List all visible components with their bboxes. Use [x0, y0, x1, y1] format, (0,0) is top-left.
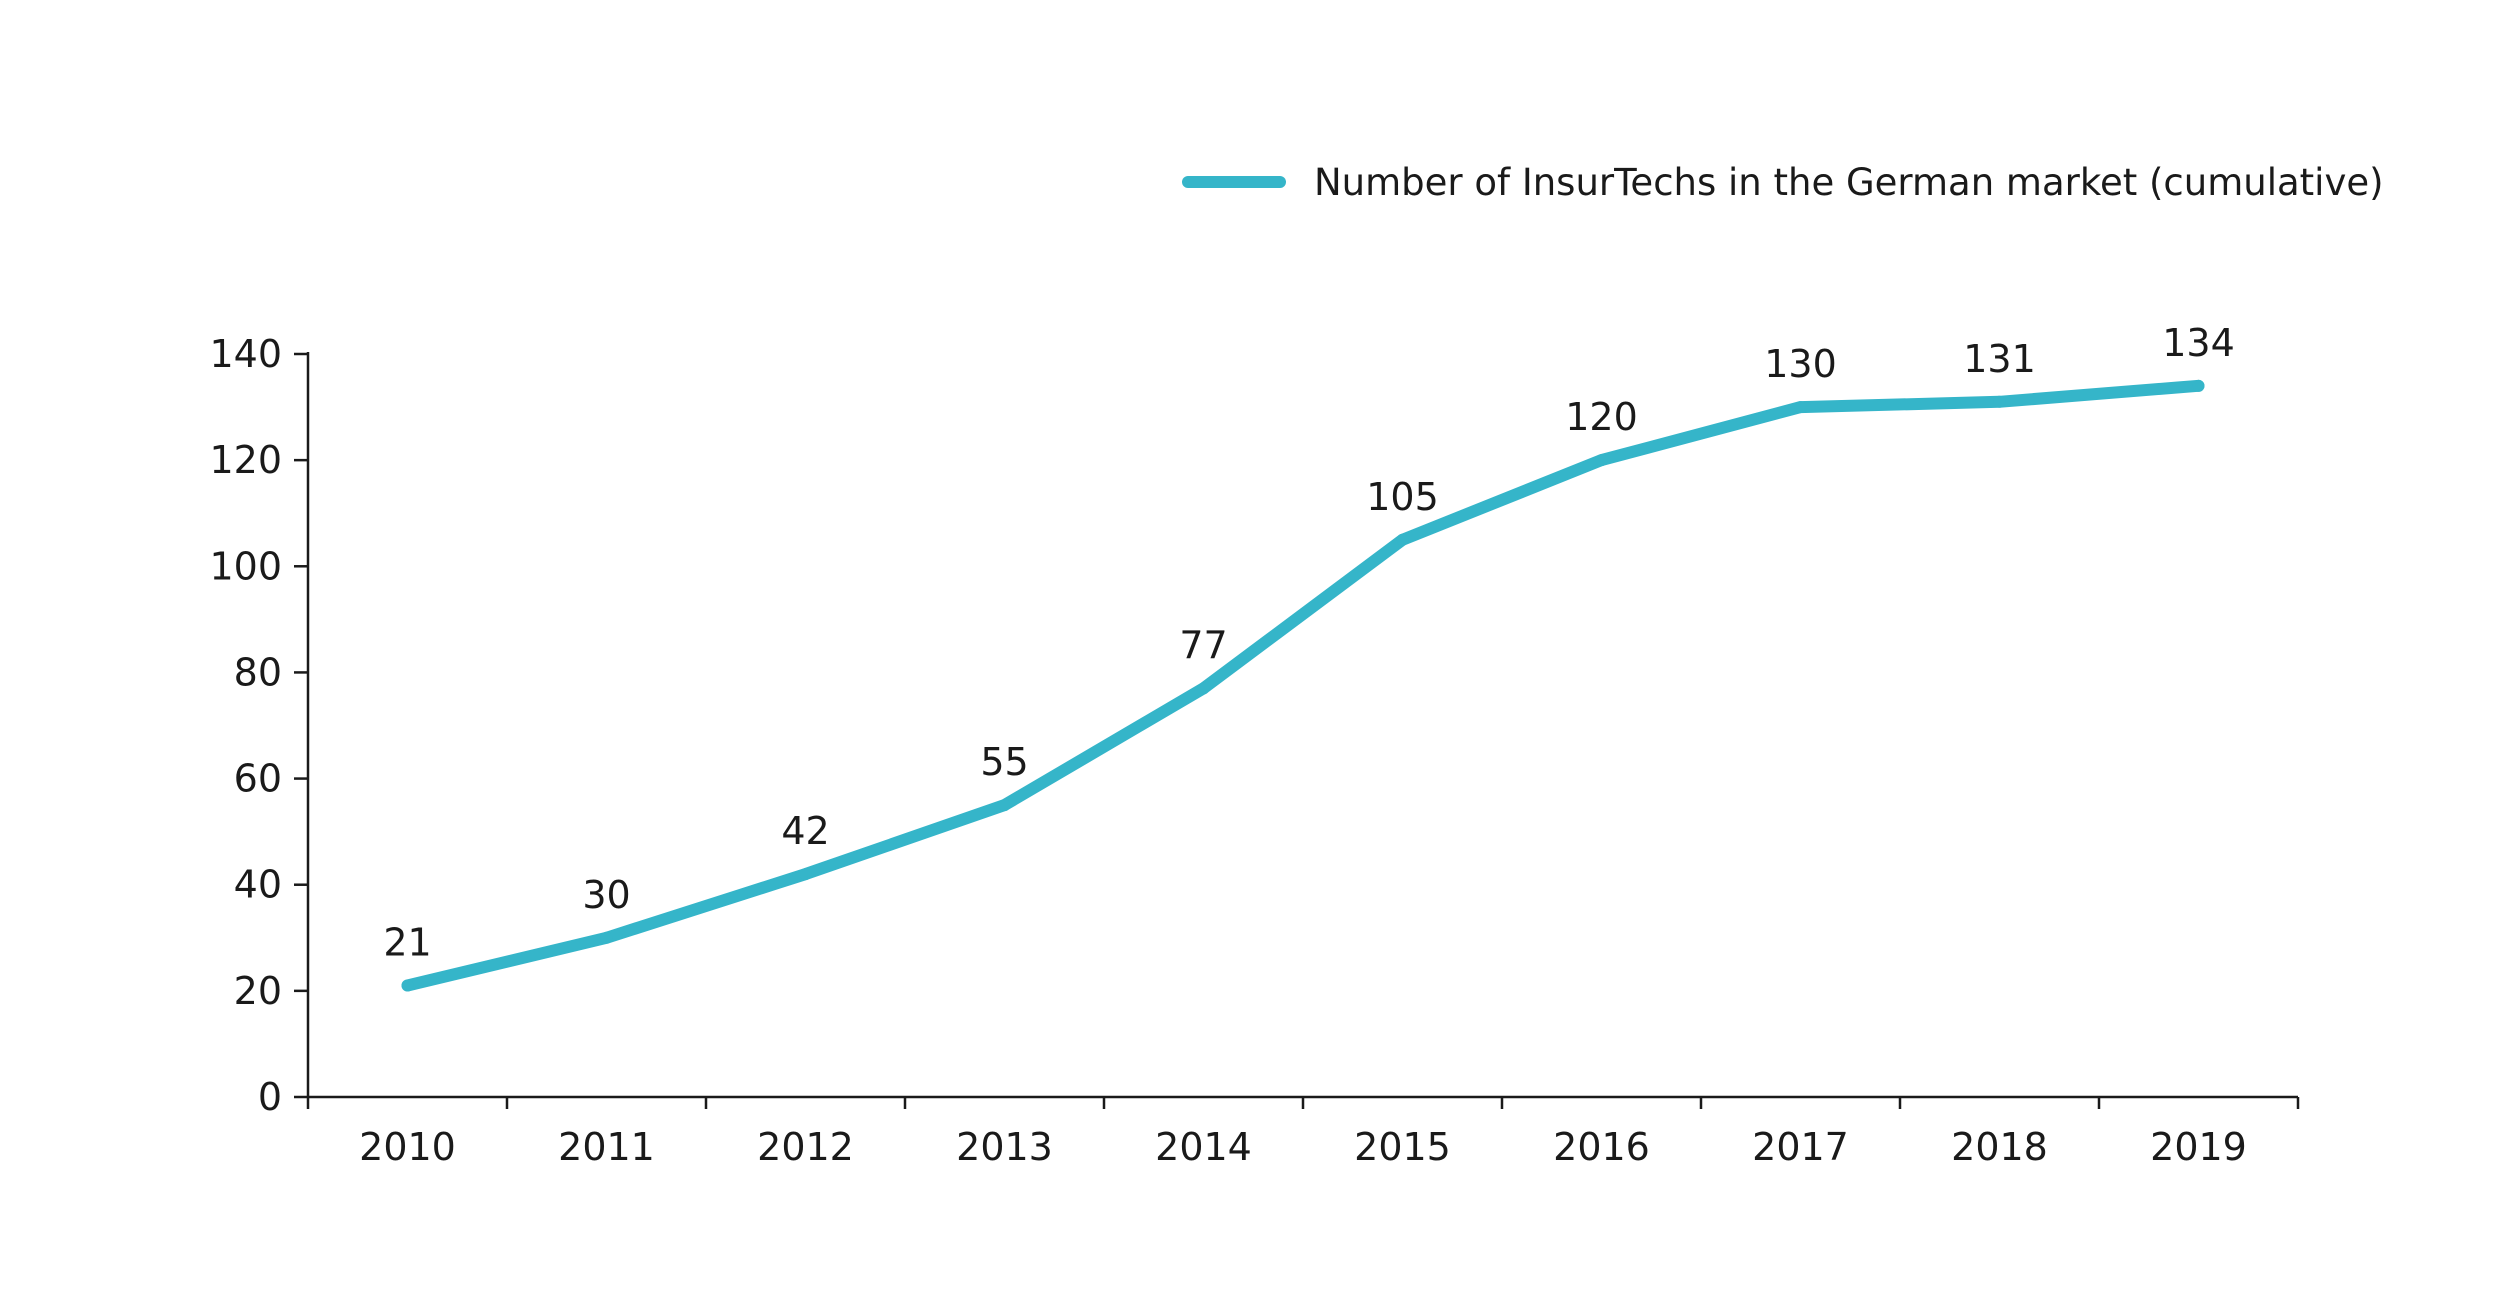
x-tick-label: 2016	[1553, 1125, 1650, 1169]
data-point	[799, 868, 812, 881]
legend: Number of InsurTechs in the German marke…	[1182, 161, 2384, 204]
data-label: 131	[1963, 337, 2036, 381]
x-tick-label: 2019	[2150, 1125, 2247, 1169]
y-tick-label: 140	[209, 332, 282, 376]
x-tick-label: 2011	[558, 1125, 655, 1169]
data-label: 134	[2162, 321, 2235, 365]
y-tick-label: 0	[258, 1075, 282, 1119]
data-label: 30	[582, 873, 630, 917]
data-point	[2192, 379, 2205, 392]
x-tick-label: 2017	[1752, 1125, 1849, 1169]
series-insurtechs	[401, 379, 2205, 992]
data-label: 21	[383, 921, 431, 965]
data-point	[1595, 454, 1608, 467]
data-point	[401, 979, 414, 992]
data-label: 55	[980, 740, 1028, 784]
data-labels: 21 30 42 55 77 105 120 130 131 134	[383, 321, 2234, 965]
y-tick-label: 40	[234, 863, 282, 907]
data-point	[998, 799, 1011, 812]
series-line-insurtechs	[401, 379, 2205, 992]
data-point	[1993, 395, 2006, 408]
data-label: 105	[1366, 475, 1439, 519]
x-tick-label: 2015	[1354, 1125, 1451, 1169]
y-tick-label: 20	[234, 969, 282, 1013]
y-axis: 0 20 40 60 80 100 120 140	[209, 332, 310, 1119]
x-tick-label: 2018	[1951, 1125, 2048, 1169]
data-point	[600, 931, 613, 944]
y-tick-label: 60	[234, 757, 282, 801]
x-axis: 2010 2011 2012 2013 2014 2015 2016 2017 2018 2019	[306, 1095, 2300, 1169]
x-tick-label: 2013	[956, 1125, 1053, 1169]
data-point	[1197, 682, 1210, 695]
y-tick-label: 80	[234, 650, 282, 694]
y-tick-label: 100	[209, 544, 282, 588]
x-tick-label: 2012	[757, 1125, 854, 1169]
x-tick-label: 2010	[359, 1125, 456, 1169]
data-point	[1396, 533, 1409, 546]
data-label: 42	[781, 809, 829, 853]
x-tick-label: 2014	[1155, 1125, 1252, 1169]
data-label: 77	[1179, 623, 1227, 667]
y-tick-label: 120	[209, 438, 282, 482]
data-label: 130	[1764, 342, 1837, 386]
legend-label-insurtechs: Number of InsurTechs in the German marke…	[1314, 161, 2384, 204]
data-label: 120	[1565, 395, 1638, 439]
data-point	[1794, 401, 1807, 414]
